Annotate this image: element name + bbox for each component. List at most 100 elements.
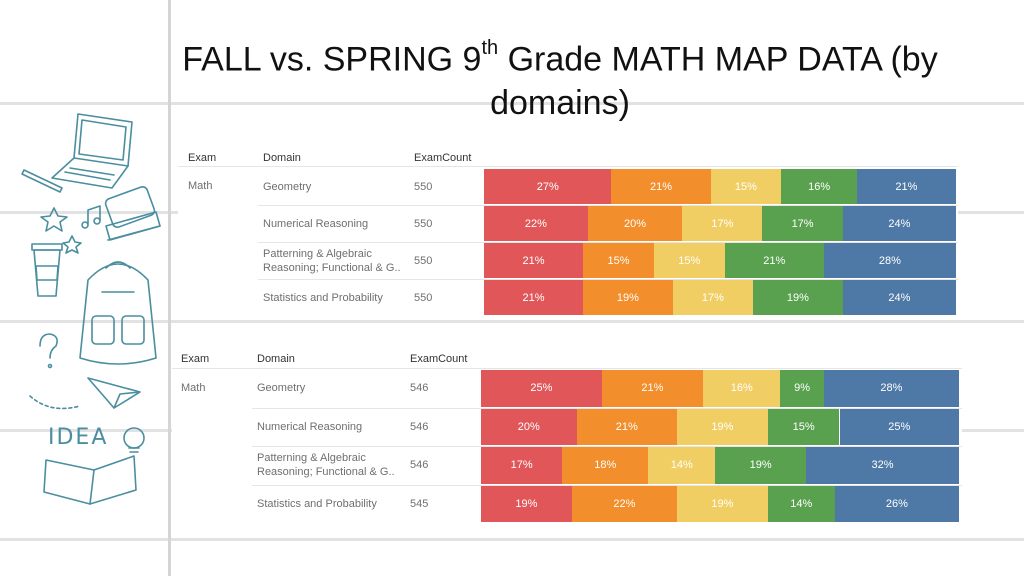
domain-label: Patterning & Algebraic Reasoning; Functio… xyxy=(257,451,395,479)
pen-icon xyxy=(21,169,63,193)
books-icon xyxy=(104,185,161,241)
row-divider xyxy=(258,242,958,243)
bar-segment: 19% xyxy=(715,447,807,484)
exam-count-value: 546 xyxy=(410,382,429,395)
header-divider xyxy=(172,368,962,369)
bar-segment: 14% xyxy=(648,447,716,484)
row-divider xyxy=(258,279,958,280)
exam-count-value: 545 xyxy=(410,497,429,510)
coffee-cup-icon xyxy=(31,243,63,297)
header-domain: Domain xyxy=(257,353,295,365)
bar-segment: 17% xyxy=(762,206,843,241)
notebook-margin-line xyxy=(168,0,171,576)
domain-label: Numerical Reasoning xyxy=(257,420,362,434)
domain-label: Geometry xyxy=(263,180,311,194)
domain-label-line: Patterning & Algebraic xyxy=(257,452,366,465)
exam-count-value: 550 xyxy=(414,291,433,304)
header-domain: Domain xyxy=(263,152,301,164)
bar-segment: 16% xyxy=(781,169,857,204)
title-superscript: th xyxy=(481,37,499,59)
row-divider xyxy=(252,484,962,486)
row-divider xyxy=(252,446,962,447)
bar-segment: 21% xyxy=(601,370,704,407)
backpack-icon xyxy=(79,261,157,365)
bar-segment: 28% xyxy=(823,370,959,407)
music-note-icon xyxy=(81,205,101,229)
domain-label-line: Statistics and Probability xyxy=(257,497,377,510)
light-bulb-icon xyxy=(123,427,145,453)
exam-label: Math xyxy=(188,180,213,192)
bar-segment: 25% xyxy=(839,408,959,445)
domain-label: Geometry xyxy=(257,381,305,395)
bar-segment: 27% xyxy=(484,169,612,204)
domain-label-line: Geometry xyxy=(257,382,306,395)
bar-segment: 21% xyxy=(576,408,677,445)
bar-segment: 19% xyxy=(583,280,673,315)
domain-label: Statistics and Probability xyxy=(263,291,383,305)
title-part-1: FALL vs. SPRING 9 xyxy=(182,40,482,79)
bar-segment: 32% xyxy=(806,447,959,484)
bar-segment: 21% xyxy=(611,169,711,204)
bar-segment: 21% xyxy=(856,169,956,204)
domain-label-line: Statistics and Probability xyxy=(263,291,383,304)
bar-segment: 26% xyxy=(834,485,959,522)
domain-label-line: Reasoning; Functional & G.. xyxy=(263,261,401,274)
bar-segment: 16% xyxy=(703,370,781,407)
domain-label-line: Numerical Reasoning xyxy=(257,420,363,433)
header-exam: Exam xyxy=(181,353,210,365)
bar-segment: 19% xyxy=(676,485,768,522)
exam-count-value: 546 xyxy=(410,459,429,472)
laptop-icon xyxy=(51,113,133,189)
bar-segment: 24% xyxy=(842,280,956,315)
bar-segment: 9% xyxy=(780,370,824,407)
school-doodle-illustration: IDEA xyxy=(21,113,161,505)
bar-segment: 21% xyxy=(484,243,584,278)
exam-count-value: 550 xyxy=(414,254,433,267)
bar-segment: 20% xyxy=(481,408,577,445)
fall-table-panel: Exam Domain ExamCount Math Geometry 550 27… xyxy=(178,146,958,316)
bar-segment: 19% xyxy=(676,408,768,445)
header-exam-count: ExamCount xyxy=(414,152,472,164)
bar-segment: 15% xyxy=(767,408,840,445)
bar-segment: 19% xyxy=(753,280,843,315)
bar-segment: 24% xyxy=(842,206,956,241)
header-exam-count: ExamCount xyxy=(410,353,468,365)
open-book-icon xyxy=(43,455,137,505)
question-mark-icon xyxy=(39,333,58,369)
star-icon xyxy=(40,207,82,254)
exam-count-value: 550 xyxy=(414,217,433,230)
exam-count-value: 546 xyxy=(410,420,429,433)
domain-label: Statistics and Probability xyxy=(257,497,377,511)
bar-segment: 17% xyxy=(481,447,563,484)
exam-count-value: 550 xyxy=(414,180,433,193)
bar-segment: 19% xyxy=(481,485,572,522)
row-divider xyxy=(258,205,958,206)
bar-segment: 15% xyxy=(583,243,654,278)
domain-label-line: Reasoning; Functional & G.. xyxy=(257,466,395,479)
bar-segment: 21% xyxy=(484,280,584,315)
bar-segment: 14% xyxy=(767,485,835,522)
header-divider xyxy=(178,166,958,167)
domain-label-line: Patterning & Algebraic xyxy=(263,247,372,260)
bar-segment: 15% xyxy=(710,169,782,204)
domain-label-line: Geometry xyxy=(263,180,312,193)
bar-segment: 20% xyxy=(587,206,683,241)
bar-segment: 22% xyxy=(571,485,677,522)
idea-text: IDEA xyxy=(48,425,108,450)
domain-label: Numerical Reasoning xyxy=(263,217,368,231)
exam-label: Math xyxy=(181,382,206,394)
header-exam: Exam xyxy=(188,152,217,164)
bar-segment: 17% xyxy=(682,206,763,241)
bar-segment: 15% xyxy=(653,243,725,278)
page-title: FALL vs. SPRING 9th Grade MATH MAP DATA … xyxy=(150,30,970,125)
row-divider xyxy=(252,407,962,409)
title-part-2: Grade MATH MAP DATA (by domains) xyxy=(490,40,938,123)
paper-plane-icon xyxy=(29,377,141,410)
domain-label-line: Numerical Reasoning xyxy=(263,217,369,230)
bar-segment: 28% xyxy=(823,243,956,278)
bar-segment: 18% xyxy=(562,447,649,484)
bar-segment: 22% xyxy=(484,206,588,241)
domain-label: Patterning & Algebraic Reasoning; Functio… xyxy=(263,247,401,275)
bar-segment: 21% xyxy=(724,243,824,278)
spring-table-panel: Exam Domain ExamCount Math Geometry 546 25… xyxy=(172,346,962,522)
